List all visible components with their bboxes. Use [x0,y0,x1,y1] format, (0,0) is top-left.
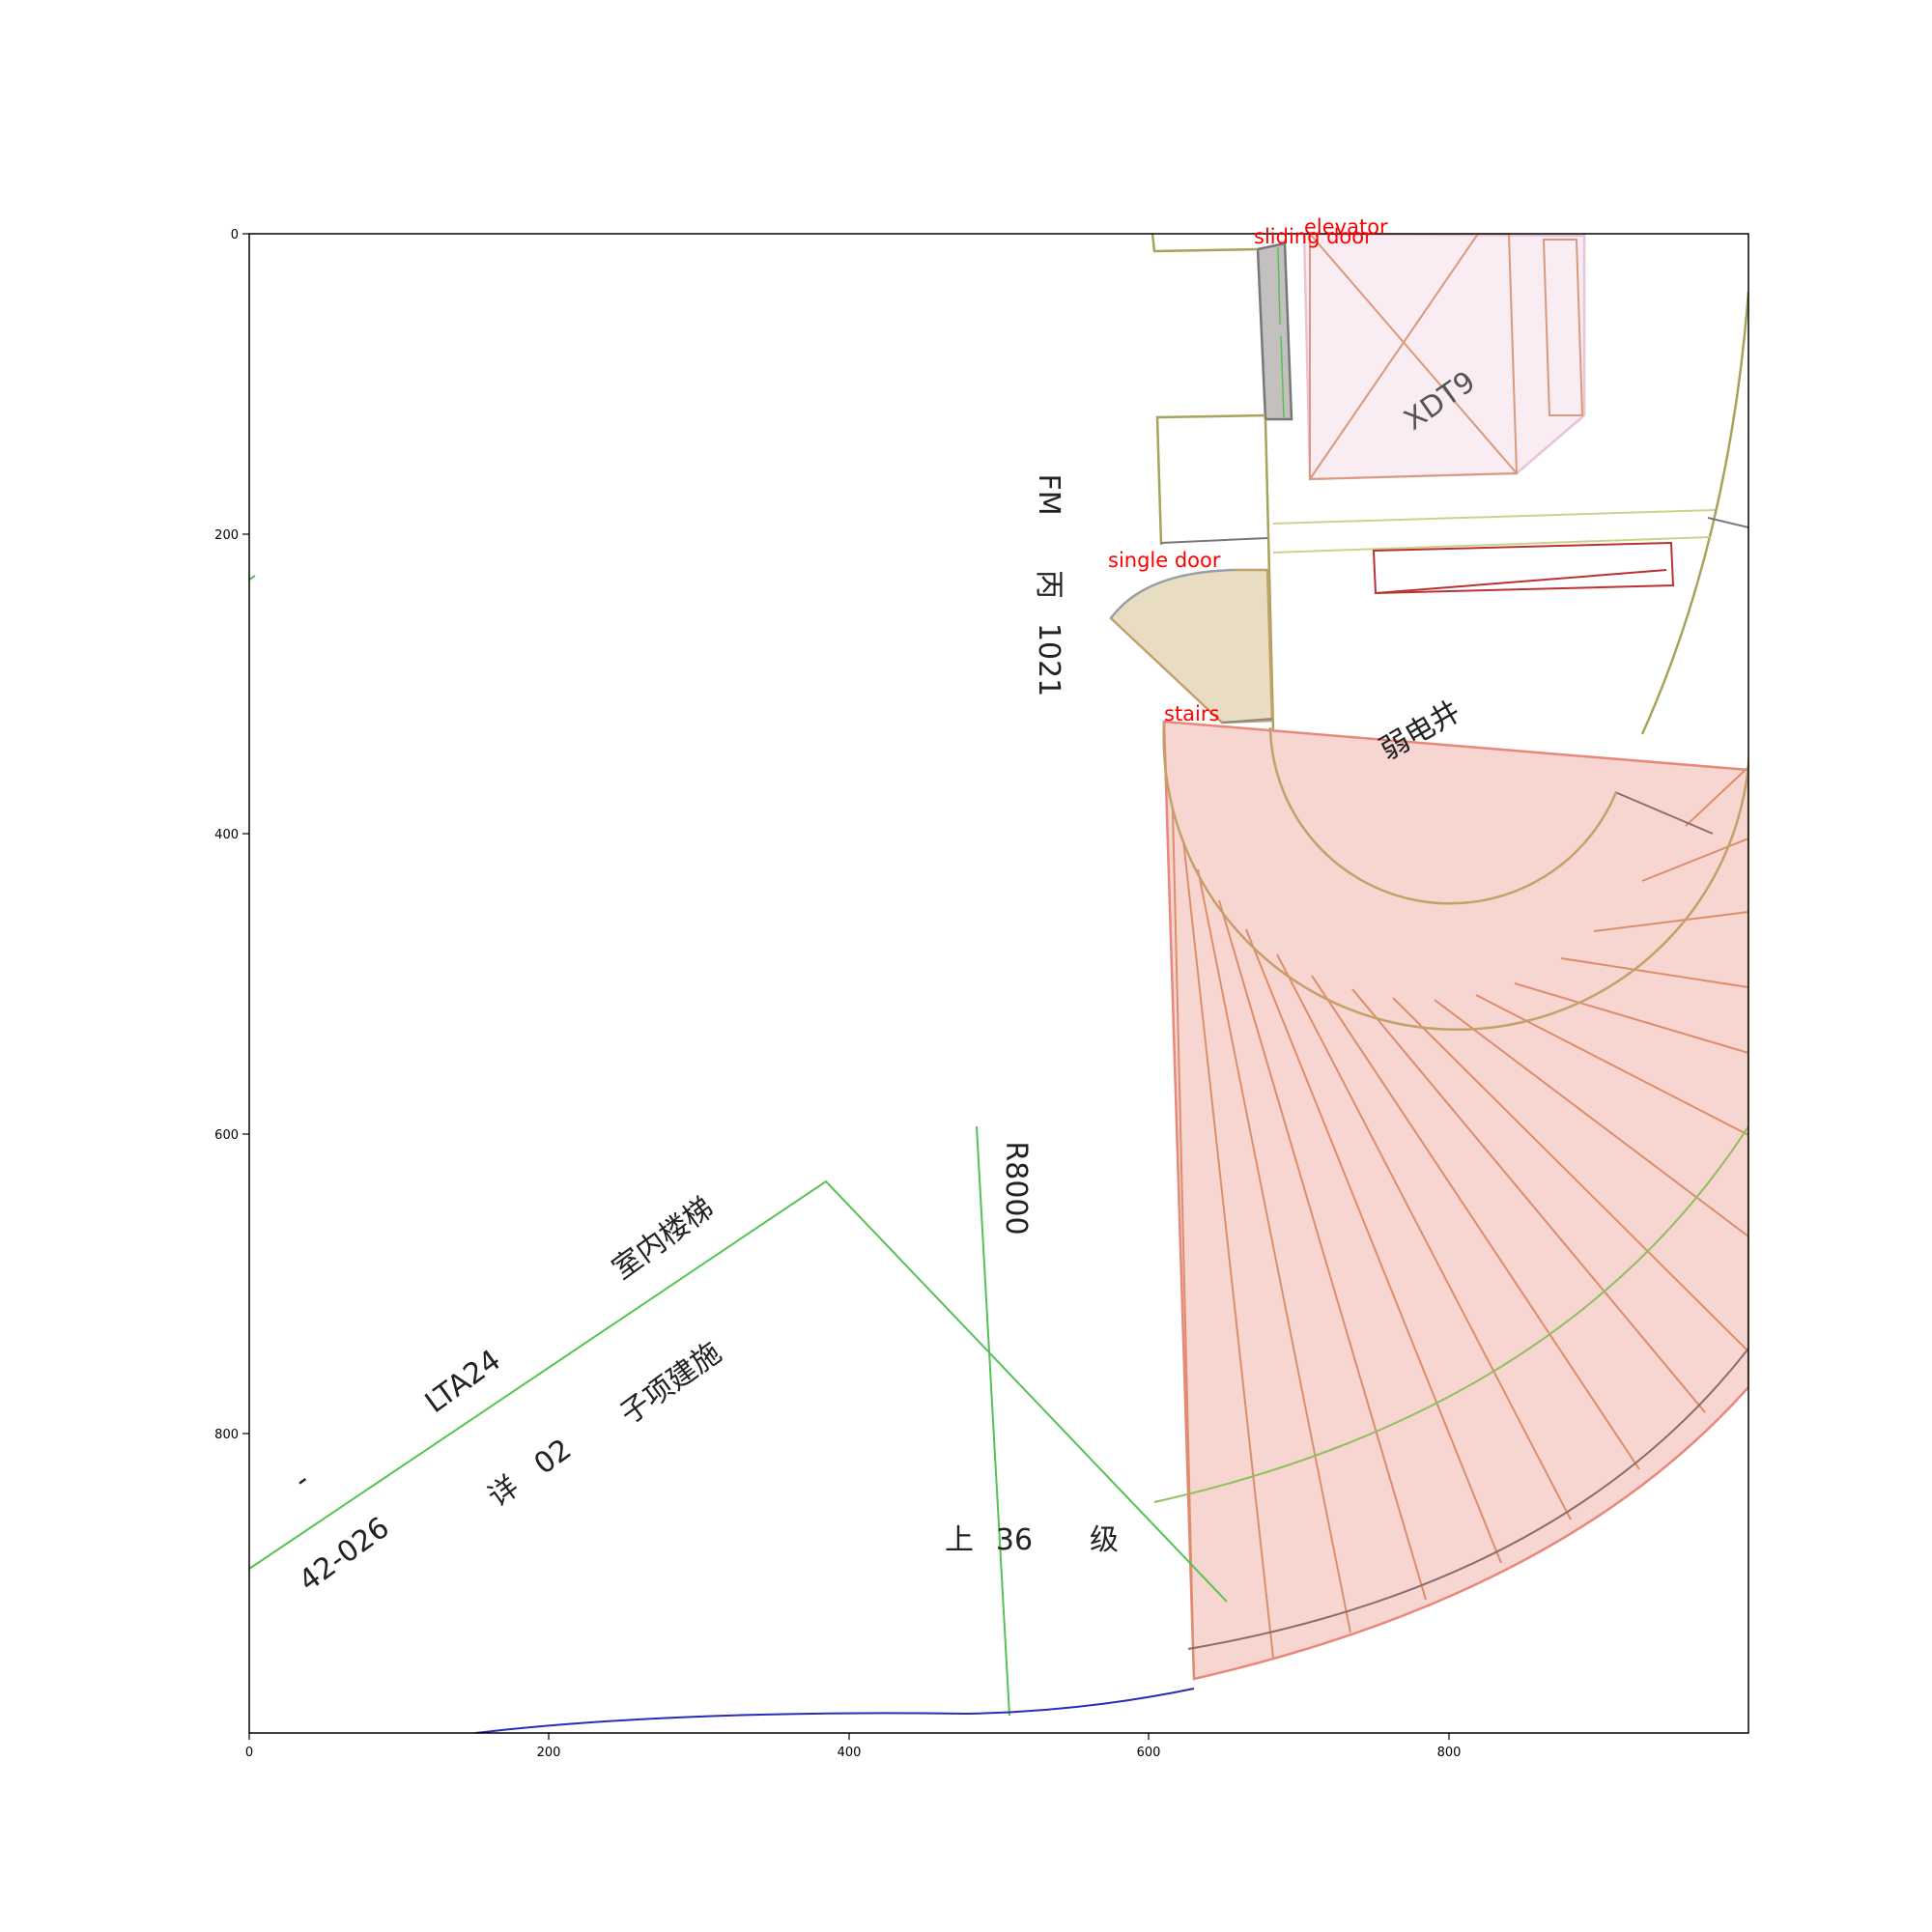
radius-label: R8000 [999,1141,1033,1235]
stair-inner-arc [1162,721,1748,1032]
annotation-labels: elevator sliding door single door stairs [1108,215,1388,725]
steps-unit-label: 级 [1090,1523,1119,1557]
stair-tread-line [1685,766,1748,827]
stair-tread-line [1311,975,1640,1470]
fm-code-label: FM [1032,473,1065,515]
fm-code-class: 丙 [1032,570,1065,599]
sliding-door-panel [1256,242,1293,421]
drawing-code-label: LTA24 [419,1344,507,1421]
y-tick-label: 400 [214,828,239,842]
stair-core-arc [1268,726,1618,905]
elevator-shaft [1302,234,1586,481]
single-door-swing [1109,568,1274,724]
elevator-diagonal [1309,234,1479,480]
x-tick-label: 200 [537,1746,561,1760]
stair-tread-line [1218,899,1427,1601]
x-axis: 0 200 400 600 800 [245,1733,1462,1760]
wall-line [1155,413,1266,546]
stair-tread-line [1197,868,1351,1634]
stair-name-label: 室内楼梯 [607,1191,721,1287]
stairs-annotation: stairs [1164,702,1219,725]
elevator-diagonal [1309,234,1518,474]
x-tick-label: 0 [245,1746,253,1760]
boundary-curve [474,1688,1195,1733]
leader-line-stairs [249,1179,1228,1603]
stair-tread-lines [1172,766,1748,1680]
stair-edge-line [1614,791,1714,835]
stairs-region [1153,720,1748,1681]
steps-up-label: 上 [945,1523,974,1557]
stair-walkline-arc [1153,1125,1748,1503]
single-door-arc [1110,569,1236,619]
y-tick-label: 600 [214,1128,239,1143]
corridor-line [1272,536,1711,554]
leader-line-radius [976,1125,1010,1717]
steps-count-label: 36 [996,1523,1033,1557]
stair-tread-line [1560,957,1748,988]
axes-frame [248,233,1749,1734]
plot-area: FM 丙 1021 XDT9 弱电井 R8000 室内楼梯 LTA24 - 42… [249,234,1748,1733]
leader-line-stub [249,575,256,581]
outer-wall-stub [1707,517,1748,528]
stair-tread-line [1245,928,1502,1564]
outer-wall-curve [1640,291,1748,735]
stairs-fan-shape [1162,720,1748,1681]
stair-tread-line [1182,839,1274,1659]
detail-no-label: 02 [528,1433,578,1482]
sub-item-label: 子项建施 [614,1336,728,1432]
detail-code-label: 42-026 [293,1511,396,1599]
shaft-opening-diagonal [1375,569,1667,594]
stair-tread-line [1593,911,1748,932]
y-tick-label: 800 [214,1428,239,1442]
sliding-door-annotation: sliding door [1254,225,1373,248]
stair-tread-line [1351,988,1706,1413]
stair-tread-line [1276,953,1572,1520]
y-axis: 0 200 400 600 800 [214,228,249,1442]
y-tick-label: 0 [231,228,239,242]
leader-lines [249,575,1228,1717]
stair-tread-line [1641,838,1748,882]
x-tick-label: 400 [838,1746,862,1760]
door-frame-line [1160,537,1268,544]
stair-outer-curve [1187,1348,1748,1650]
single-door [1109,568,1274,724]
single-door-sill [1221,718,1273,724]
sliding-door-track [1277,246,1281,326]
x-tick-label: 800 [1437,1746,1462,1760]
fm-code-number: 1021 [1032,623,1065,696]
sliding-door-track [1280,335,1285,418]
corridor-line [1272,509,1716,525]
shaft-opening-outline [1372,541,1675,595]
dash-label: - [288,1463,316,1497]
stair-tread-line [1392,997,1748,1352]
stair-tread-line [1172,809,1195,1680]
x-tick-label: 600 [1137,1746,1161,1760]
stair-tread-line [1514,982,1748,1054]
stair-tread-line [1475,994,1748,1136]
elevator-counterweight [1542,239,1584,416]
wall-line [1151,234,1259,253]
single-door-annotation: single door [1108,549,1221,572]
y-tick-label: 200 [214,528,239,543]
sliding-door [1256,242,1293,421]
elevator [1302,234,1586,481]
elevator-annotation: elevator [1304,215,1388,239]
detail-word-label: 详 [482,1469,526,1514]
